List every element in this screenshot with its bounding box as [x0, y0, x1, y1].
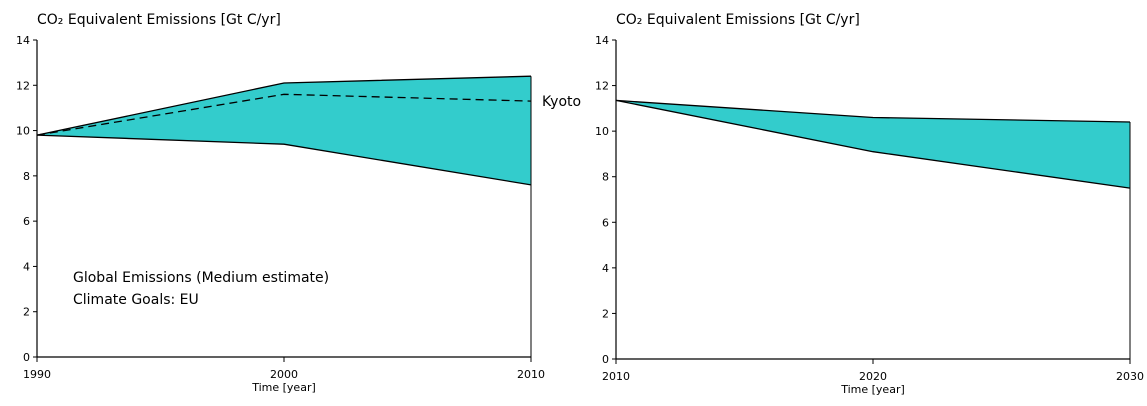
x-tick-label: 1990	[23, 368, 51, 381]
y-tick-label: 0	[602, 353, 609, 366]
y-tick-label: 4	[23, 260, 30, 273]
y-tick-label: 8	[23, 170, 30, 183]
chart-left: 0 2 4 6 8 10 12 14 1990 2000 2010 Time [year] Global…	[16, 34, 581, 394]
y-tick-label: 12	[16, 79, 30, 92]
y-tick-label: 2	[602, 307, 609, 320]
band-lower-line	[615, 99, 1131, 189]
annotation-text: Climate Goals: EU	[73, 292, 199, 308]
chart-panel-left: CO₂ Equivalent Emissions [Gt C/yr] 0 2 4 6 8…	[0, 0, 581, 406]
y-tick-label: 8	[602, 171, 609, 184]
y-tick-label: 4	[602, 262, 609, 275]
y-tick-label: 14	[595, 34, 609, 47]
x-tick-label: 2020	[859, 370, 887, 383]
band-area	[37, 76, 531, 185]
annotation-text: Global Emissions (Medium estimate)	[73, 270, 329, 286]
band-area	[616, 100, 1130, 189]
y-tick-label: 10	[16, 125, 30, 138]
x-tick-label: 2010	[517, 368, 545, 381]
y-tick-label: 2	[23, 306, 30, 319]
y-tick-label: 10	[595, 125, 609, 138]
chart-right: 0 2 4 6 8 10 12 14 2010 2020 2030 Time [year]	[595, 34, 1144, 396]
y-tick-label: 0	[23, 351, 30, 364]
y-axis-title: CO₂ Equivalent Emissions [Gt C/yr]	[616, 12, 860, 28]
x-tick-label: 2000	[270, 368, 298, 381]
chart-panel-right: CO₂ Equivalent Emissions [Gt C/yr] 0 2 4 6 8…	[575, 0, 1147, 406]
x-axis-title: Time [year]	[840, 383, 905, 396]
band-upper-line	[615, 99, 1131, 123]
x-tick-label: 2010	[602, 370, 630, 383]
band-lower-line	[36, 134, 532, 186]
y-tick-label: 6	[23, 215, 30, 228]
y-tick-label: 12	[595, 80, 609, 93]
band-upper-line	[36, 75, 532, 136]
x-tick-label: 2030	[1116, 370, 1144, 383]
y-axis-title: CO₂ Equivalent Emissions [Gt C/yr]	[37, 12, 281, 28]
x-axis-title: Time [year]	[251, 381, 316, 394]
kyoto-label: Kyoto	[542, 94, 581, 110]
y-tick-label: 6	[602, 216, 609, 229]
kyoto-dashed-line	[36, 93, 532, 136]
y-tick-label: 14	[16, 34, 30, 47]
